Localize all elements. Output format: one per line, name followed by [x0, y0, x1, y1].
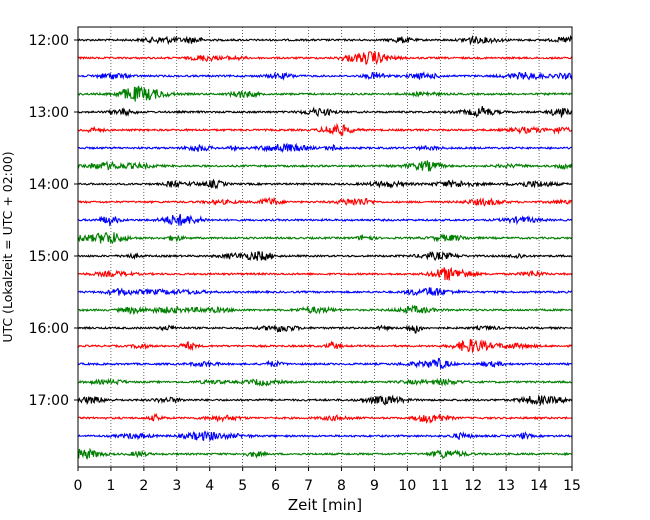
y-tick-label: 13:00: [29, 105, 69, 121]
x-axis-ticks: 0 1 2 3 4 5 6 7 8 9 10 11 12 13 14 15: [74, 467, 581, 494]
seismic-trace: [77, 71, 573, 81]
seismic-trace: [77, 430, 573, 442]
grid-lines: [110, 27, 540, 467]
x-axis-label: Zeit [min]: [288, 496, 362, 514]
x-tick-label: 14: [530, 478, 548, 494]
y-tick-label: 16:00: [29, 321, 69, 337]
seismic-trace: [77, 142, 573, 154]
seismic-trace: [77, 357, 573, 370]
y-tick-label: 12:00: [29, 33, 69, 49]
seismic-trace: [77, 447, 573, 460]
x-tick-label: 7: [304, 478, 313, 494]
seismic-trace: [77, 51, 573, 66]
y-tick-label: 15:00: [29, 249, 69, 265]
x-tick-label: 2: [139, 478, 148, 494]
seismic-trace: [77, 324, 573, 334]
x-tick-label: 5: [238, 478, 247, 494]
y-tick-label: 17:00: [29, 393, 69, 409]
seismic-trace: [77, 122, 573, 137]
x-tick-label: 1: [106, 478, 115, 494]
x-tick-label: 6: [271, 478, 280, 494]
x-tick-label: 15: [563, 478, 581, 494]
seismic-trace: [77, 232, 573, 245]
seismic-trace: [77, 266, 573, 281]
x-tick-label: 12: [464, 478, 482, 494]
seismic-trace: [78, 413, 573, 425]
seismic-trace: [77, 377, 573, 387]
x-tick-label: 10: [398, 478, 416, 494]
seismic-trace: [77, 178, 573, 190]
seismic-trace: [77, 34, 573, 46]
seismic-trace: [77, 85, 573, 102]
seismic-trace: [77, 213, 573, 227]
seismic-trace: [77, 160, 573, 172]
seismic-trace: [77, 250, 573, 262]
seismic-trace: [77, 196, 573, 207]
y-tick-label: 14:00: [29, 177, 69, 193]
seismic-trace: [77, 304, 573, 315]
seismic-trace: [77, 106, 573, 119]
x-tick-label: 4: [205, 478, 214, 494]
y-axis-label: UTC (Lokalzeit = UTC + 02:00): [0, 151, 15, 342]
x-tick-label: 8: [337, 478, 346, 494]
x-tick-label: 13: [497, 478, 515, 494]
plot-frame: [77, 26, 573, 468]
seismic-trace: [77, 287, 573, 297]
y-axis-ticks: 12:00 13:00 14:00 15:00 16:00 17:00: [29, 33, 78, 409]
seismic-trace: [77, 394, 573, 407]
seismic-trace: [77, 339, 573, 354]
seismic-traces: [77, 34, 573, 460]
x-tick-label: 9: [370, 478, 379, 494]
x-tick-label: 11: [431, 478, 449, 494]
x-tick-label: 3: [172, 478, 181, 494]
x-tick-label: 0: [74, 478, 83, 494]
